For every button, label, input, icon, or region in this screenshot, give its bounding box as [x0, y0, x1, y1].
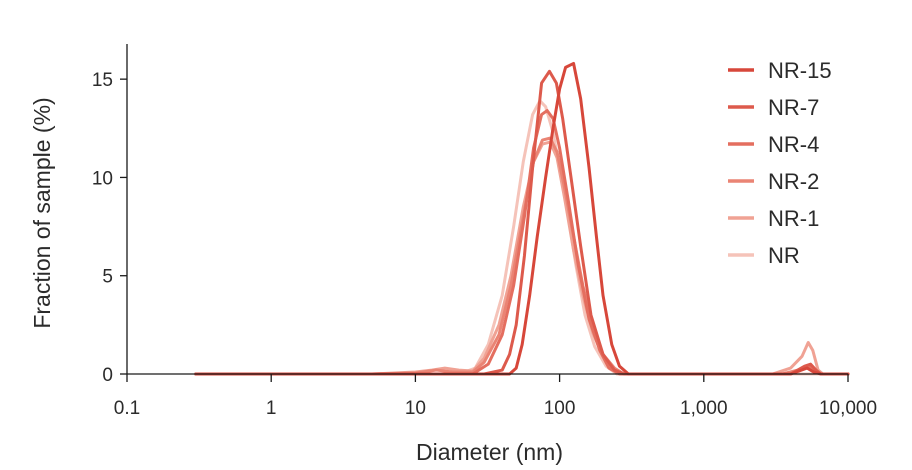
x-axis-title: Diameter (nm): [416, 439, 563, 465]
y-tick-label: 5: [102, 267, 113, 288]
legend-label: NR-4: [768, 132, 819, 157]
legend-item-nr-2: NR-2: [728, 169, 819, 194]
series-line-nr-2: [194, 136, 850, 376]
y-tick-label: 0: [102, 365, 113, 386]
y-axis-title: Fraction of sample (%): [29, 97, 55, 328]
series-line-nr-4: [194, 109, 850, 376]
legend: NR-15 NR-7 NR-4 NR-2 NR-1 NR: [728, 58, 832, 268]
legend-item-nr-7: NR-7: [728, 95, 819, 120]
x-tick-label: 10,000: [819, 398, 877, 419]
legend-item-nr-4: NR-4: [728, 132, 819, 157]
x-tick-label: 1,000: [680, 398, 728, 419]
legend-item-nr-15: NR-15: [728, 58, 832, 83]
legend-label: NR-7: [768, 95, 819, 120]
axes-layer: 0 5 10 15 0.1 1 10 100 1,000 10,000 Diameter (nm) F…: [29, 44, 877, 465]
x-tick-label: 100: [544, 398, 576, 419]
y-tick-label: 10: [92, 168, 113, 189]
series-line-nr-1: [194, 140, 850, 376]
x-tick-label: 1: [266, 398, 277, 419]
legend-label: NR-15: [768, 58, 832, 83]
x-tick-label: 0.1: [114, 398, 140, 419]
legend-item-nr: NR: [728, 243, 800, 268]
y-tick-label: 15: [92, 70, 113, 91]
legend-item-nr-1: NR-1: [728, 206, 819, 231]
series-layer: [194, 61, 850, 376]
legend-label: NR-2: [768, 169, 819, 194]
x-tick-label: 10: [405, 398, 426, 419]
legend-label: NR-1: [768, 206, 819, 231]
series-line-nr-7: [194, 69, 850, 376]
legend-label: NR: [768, 243, 800, 268]
